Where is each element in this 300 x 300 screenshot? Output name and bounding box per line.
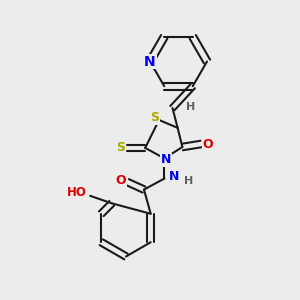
- Text: HO: HO: [67, 186, 87, 199]
- Text: N: N: [144, 55, 156, 68]
- Text: S: S: [150, 111, 159, 124]
- Text: H: H: [186, 101, 195, 112]
- Text: N: N: [161, 153, 171, 167]
- Text: O: O: [116, 174, 126, 187]
- Text: N: N: [169, 169, 179, 183]
- Text: H: H: [184, 176, 193, 186]
- Text: O: O: [202, 137, 213, 151]
- Text: S: S: [116, 141, 125, 154]
